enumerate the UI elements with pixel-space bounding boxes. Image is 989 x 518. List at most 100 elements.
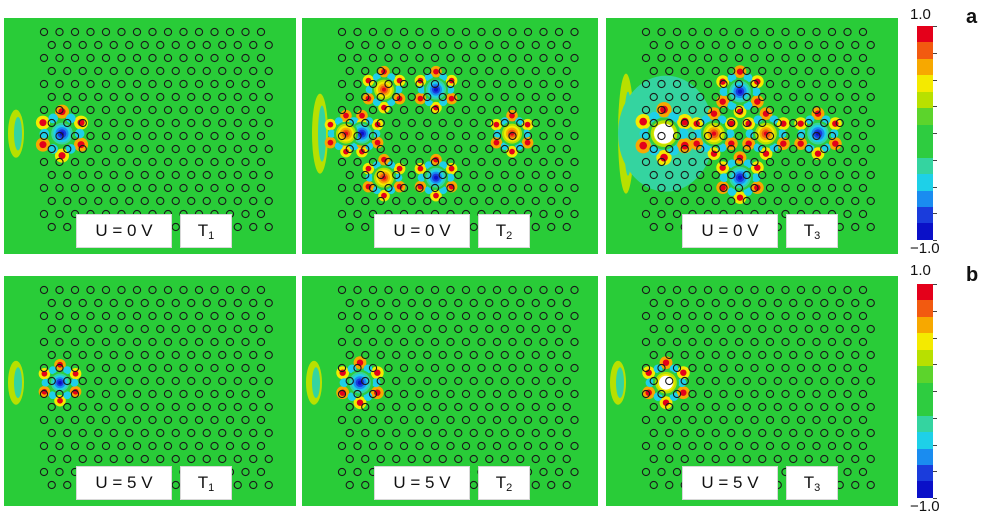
lattice-hole <box>820 350 829 360</box>
lattice-hole <box>415 27 424 37</box>
lattice-hole <box>554 131 564 141</box>
lattice-hole <box>866 298 875 308</box>
lattice-hole <box>117 79 126 89</box>
lattice-hole <box>789 454 798 464</box>
field-lobe-core <box>660 105 668 114</box>
lattice-hole <box>485 298 494 308</box>
lattice-hole <box>109 324 118 334</box>
lattice-hole <box>562 144 571 154</box>
lattice-hole <box>210 311 219 321</box>
lattice-hole <box>454 144 463 154</box>
lattice-hole <box>179 53 188 63</box>
lattice-hole <box>256 79 266 89</box>
lattice-hole <box>765 441 775 451</box>
lattice-hole <box>368 441 378 451</box>
lattice-hole <box>384 27 393 37</box>
lattice-hole <box>477 415 486 425</box>
lattice-hole <box>531 222 540 232</box>
lattice-hole <box>399 157 409 167</box>
lattice-hole <box>820 66 829 76</box>
lattice-hole <box>125 324 134 334</box>
lattice-hole <box>117 27 126 37</box>
lattice-hole <box>827 157 837 167</box>
lattice-hole <box>225 105 235 115</box>
lattice-hole <box>719 105 728 115</box>
lattice-hole <box>843 131 852 141</box>
lattice-hole <box>812 311 821 321</box>
colorbar-segment <box>917 26 933 43</box>
lattice-hole <box>539 131 548 141</box>
lattice-hole <box>516 40 525 50</box>
lattice-hole <box>156 66 165 76</box>
lattice-hole <box>140 144 149 154</box>
lattice-hole <box>392 350 401 360</box>
lattice-hole <box>407 428 416 438</box>
lattice-hole <box>70 27 80 37</box>
lattice-hole <box>680 298 689 308</box>
lattice-hole <box>547 40 556 50</box>
lattice-hole <box>539 415 548 425</box>
lattice-hole <box>368 79 378 89</box>
lattice-hole <box>249 196 258 206</box>
field-lobe-core <box>509 148 515 155</box>
lattice-hole <box>750 389 759 399</box>
lattice-hole <box>125 428 134 438</box>
lattice-hole <box>531 92 540 102</box>
lattice-hole <box>47 118 56 128</box>
lattice-hole <box>796 27 806 37</box>
lattice-hole <box>163 363 173 373</box>
lattice-hole <box>163 311 173 321</box>
lattice-hole <box>570 467 579 477</box>
lattice-hole <box>399 363 409 373</box>
lattice-hole <box>657 389 666 399</box>
lattice-hole <box>539 53 548 63</box>
field-lobe-core <box>327 121 334 128</box>
lattice-hole <box>345 324 354 334</box>
lattice-hole <box>63 324 72 334</box>
lattice-hole <box>337 415 347 425</box>
lattice-hole <box>696 170 705 180</box>
lattice-hole <box>156 428 165 438</box>
lattice-hole <box>361 40 370 50</box>
lattice-hole <box>171 350 180 360</box>
lattice-hole <box>39 337 49 347</box>
lattice-hole <box>430 285 440 295</box>
lattice-hole <box>249 66 258 76</box>
lattice-hole <box>804 376 813 386</box>
lattice-hole <box>492 27 502 37</box>
lattice-hole <box>812 337 821 347</box>
lattice-hole <box>485 170 494 180</box>
lattice-hole <box>641 53 651 63</box>
lattice-hole <box>446 389 455 399</box>
lattice-hole <box>765 183 775 193</box>
lattice-hole <box>399 311 409 321</box>
lattice-hole <box>202 40 211 50</box>
lattice-hole <box>264 222 273 232</box>
lattice-hole <box>672 79 682 89</box>
lattice-hole <box>554 285 564 295</box>
lattice-hole <box>539 467 548 477</box>
lattice-hole <box>39 183 49 193</box>
lattice-hole <box>789 66 798 76</box>
lattice-hole <box>711 144 720 154</box>
lattice-hole <box>194 27 204 37</box>
lattice-hole <box>225 363 235 373</box>
lattice-hole <box>101 105 111 115</box>
lattice-hole <box>866 428 875 438</box>
lattice-hole <box>368 27 378 37</box>
lattice-hole <box>353 157 362 167</box>
lattice-hole <box>773 92 782 102</box>
lattice-hole <box>773 428 782 438</box>
lattice-hole <box>711 66 720 76</box>
field-lobe <box>363 392 373 401</box>
lattice-hole <box>727 324 736 334</box>
lattice-hole <box>789 92 798 102</box>
lattice-hole <box>233 144 242 154</box>
lattice-hole <box>179 27 188 37</box>
lattice-hole <box>407 196 416 206</box>
lattice-hole <box>233 118 242 128</box>
lattice-hole <box>109 376 118 386</box>
lattice-hole <box>719 285 728 295</box>
lattice-hole <box>132 79 142 89</box>
lattice-hole <box>132 105 142 115</box>
